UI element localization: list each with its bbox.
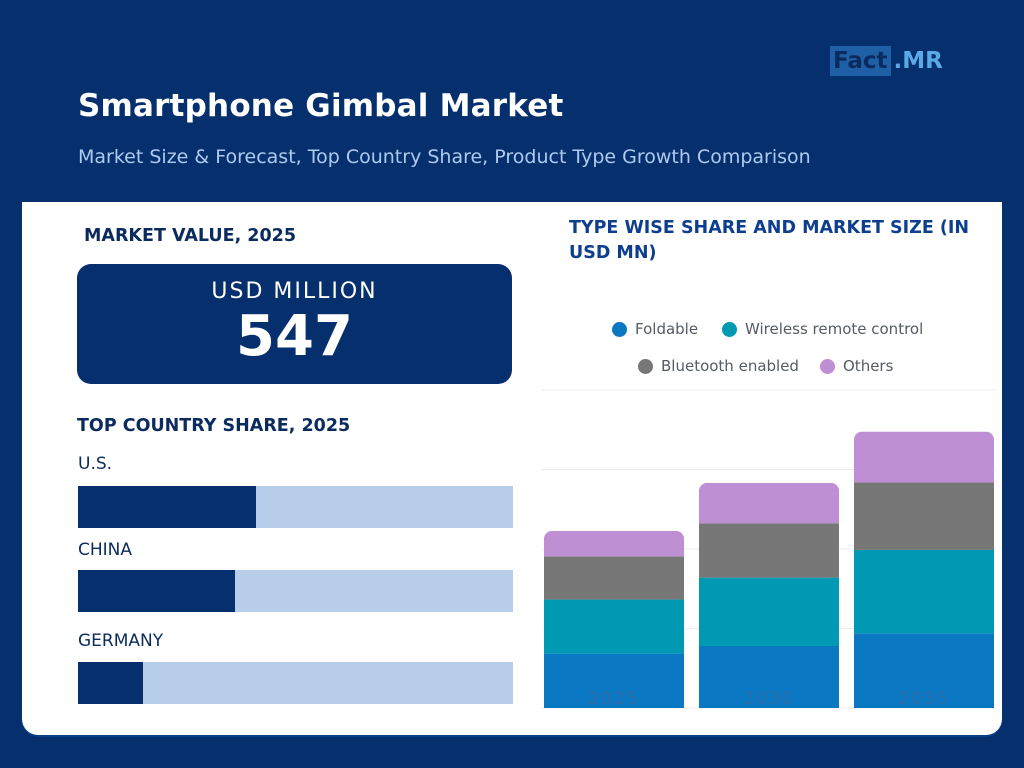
country-bar-fill-germany: [78, 662, 144, 704]
bar-segment-2025-bluetooth-enabled: [544, 556, 684, 600]
bar-stack-2025: [544, 530, 684, 708]
bar-segment-2035-foldable: [854, 633, 994, 708]
bar-segment-2030-bluetooth-enabled: [699, 523, 839, 578]
x-tick-label: 2025: [588, 689, 639, 709]
top-country-label: TOP COUNTRY SHARE, 2025: [77, 416, 351, 436]
market-value-number: 547: [236, 304, 353, 369]
legend-dot-wireless: [722, 321, 737, 337]
legend-dot-bluetooth: [638, 358, 653, 374]
logo-mr-text: .MR: [893, 48, 943, 74]
legend-item-foldable: Foldable: [612, 320, 698, 338]
country-name-us: U.S.: [78, 454, 113, 474]
country-bar-china: [78, 570, 513, 612]
bar-segment-2025-foldable: [544, 653, 684, 708]
legend-label-bluetooth: Bluetooth enabled: [661, 357, 799, 375]
bar-segment-2030-others: [699, 482, 839, 524]
country-name-china: CHINA: [78, 540, 133, 560]
stacked-bar-chart: 2025 2030 2035: [542, 389, 996, 709]
legend-dot-others: [820, 358, 835, 374]
legend-item-others: Others: [820, 357, 893, 375]
bar-stack-2030: [699, 482, 839, 708]
legend-dot-foldable: [612, 321, 627, 337]
country-bar-germany: [78, 662, 513, 704]
chart-title: TYPE WISE SHARE AND MARKET SIZE (IN USD …: [569, 218, 970, 263]
country-name-germany: GERMANY: [78, 631, 164, 651]
bar-segment-2035-wireless-remote-control: [854, 549, 994, 634]
market-value-box: USD MILLION 547: [77, 264, 512, 384]
legend-label-wireless: Wireless remote control: [745, 320, 924, 338]
market-value-label: MARKET VALUE, 2025: [84, 226, 297, 246]
x-tick-label: 2030: [743, 689, 794, 709]
country-bar-fill-us: [78, 486, 257, 528]
bar-segment-2030-wireless-remote-control: [699, 577, 839, 646]
bar-segment-2030-foldable: [699, 645, 839, 708]
x-tick-label: 2035: [898, 689, 949, 709]
legend-item-bluetooth: Bluetooth enabled: [638, 357, 799, 375]
country-bar-us: [78, 486, 513, 528]
legend-item-wireless: Wireless remote control: [722, 320, 923, 338]
logo-fact-text: Fact: [830, 46, 891, 76]
page-subtitle: Market Size & Forecast, Top Country Shar…: [78, 146, 811, 168]
country-bar-fill-china: [78, 570, 235, 612]
legend-label-foldable: Foldable: [635, 320, 699, 338]
market-value-unit: USD MILLION: [211, 279, 378, 304]
bar-segment-2035-others: [854, 431, 994, 483]
factmr-logo: Fact .MR: [830, 46, 943, 76]
bar-segment-2035-bluetooth-enabled: [854, 482, 994, 550]
bar-segment-2025-wireless-remote-control: [544, 599, 684, 654]
bar-segment-2025-others: [544, 530, 684, 557]
page-title: Smartphone Gimbal Market: [78, 88, 564, 124]
legend-label-others: Others: [843, 357, 894, 375]
bar-stack-2035: [854, 431, 994, 708]
